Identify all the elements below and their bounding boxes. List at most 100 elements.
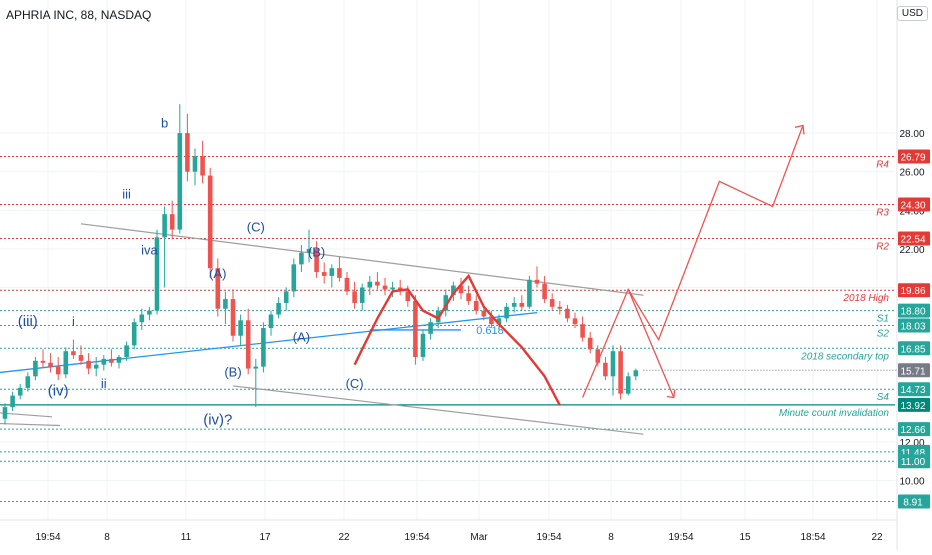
price-tag <box>898 318 930 333</box>
wave-label: (iv)? <box>203 412 232 429</box>
price-tag-label: 18.80 <box>900 307 925 318</box>
y-tick-label: 26.00 <box>899 168 924 179</box>
wave-label: (B) <box>308 245 325 260</box>
x-tick-label: 19:54 <box>35 532 60 543</box>
candle-body <box>291 264 297 292</box>
candle-body <box>131 322 137 346</box>
candle-body <box>116 356 122 363</box>
wave-label: i <box>72 314 75 329</box>
candle-body <box>63 351 69 375</box>
candle-body <box>625 376 631 394</box>
candle-body <box>185 133 190 172</box>
price-tag <box>898 231 930 246</box>
level-label: 2018 High <box>842 293 889 304</box>
level-label: S4 <box>877 392 890 403</box>
candle-body <box>314 248 319 273</box>
candle-body <box>223 299 228 309</box>
currency-button[interactable]: USD <box>896 6 928 21</box>
candle-body <box>238 320 243 336</box>
price-tag <box>898 422 930 437</box>
level-label: S2 <box>877 329 890 340</box>
candle-body <box>458 285 464 294</box>
price-tag-label: 19.86 <box>900 286 925 297</box>
channel-upper-line <box>80 223 644 296</box>
candle-body <box>473 301 479 311</box>
candle-body <box>139 314 145 323</box>
x-tick-label: 17 <box>259 532 271 543</box>
candle-body <box>587 337 593 350</box>
candle-body <box>443 295 449 311</box>
wave-label: (B) <box>224 364 241 379</box>
wave-label: iii <box>122 187 131 202</box>
y-tick-label: 28.00 <box>899 129 924 140</box>
candle-body <box>595 349 601 363</box>
candle-body <box>367 281 373 288</box>
x-tick-label: 19:54 <box>668 532 693 543</box>
candle-body <box>55 366 61 375</box>
candle-body <box>557 306 563 309</box>
candle-body <box>534 279 540 284</box>
x-tick-label: 18:54 <box>800 532 825 543</box>
candle-body <box>580 324 585 338</box>
candle-body <box>245 320 251 369</box>
price-tag-label: 14.73 <box>900 385 925 396</box>
candle-body <box>496 318 502 325</box>
x-tick-label: Mar <box>470 532 488 543</box>
last-price-tag <box>898 363 930 378</box>
level-label: 2018 secondary top <box>800 351 889 362</box>
x-tick-label: 8 <box>104 532 110 543</box>
level-label: Minute count invalidation <box>779 408 890 419</box>
candle-body <box>481 310 487 317</box>
candle-body <box>200 156 205 176</box>
level-label: S1 <box>877 314 889 325</box>
x-tick-label: 11 <box>181 532 192 543</box>
candle-body <box>101 358 107 365</box>
candle-body <box>48 362 53 367</box>
candle-body <box>420 333 426 357</box>
y-tick-label: 10.00 <box>899 477 924 488</box>
candle-body <box>321 272 327 276</box>
price-tag-label: 11.48 <box>901 448 926 459</box>
candle-body <box>466 293 471 302</box>
level-label: R4 <box>876 159 889 170</box>
candle-body <box>405 291 411 302</box>
price-tag-label: 24.30 <box>900 201 925 212</box>
price-tag-label: 22.54 <box>900 234 925 245</box>
candle-body <box>192 156 198 172</box>
x-tick-label: 8 <box>608 532 614 543</box>
candle-body <box>413 301 418 357</box>
candle-body <box>207 175 213 269</box>
candle-body <box>375 281 380 286</box>
candle-body <box>154 237 160 311</box>
wave-label: (A) <box>293 330 310 345</box>
y-tick-label: 12.00 <box>899 438 924 449</box>
price-tag <box>898 382 930 397</box>
price-tag-label: 18.03 <box>900 322 925 333</box>
x-tick-label: 19:54 <box>404 532 429 543</box>
candle-body <box>352 291 357 303</box>
candle-body <box>2 407 8 419</box>
candle-body <box>147 310 152 315</box>
fib-label: 0.618 <box>476 325 504 337</box>
x-tick-label: 22 <box>338 532 350 543</box>
price-tag-label: 12.66 <box>900 425 925 436</box>
price-tag-label: 13.92 <box>900 401 925 412</box>
candle-body <box>25 376 31 388</box>
arrowhead-up <box>794 124 805 135</box>
candle-body <box>504 306 509 319</box>
candle-body <box>177 133 183 230</box>
projection-down-path <box>627 289 675 398</box>
candle-body <box>299 252 304 265</box>
candle-body <box>215 268 221 309</box>
candle-body <box>10 395 15 408</box>
candle-body <box>451 285 456 296</box>
candle-body <box>71 351 76 356</box>
price-tag <box>898 341 930 356</box>
wave-label: (iv) <box>48 383 69 400</box>
channel-lower-line-left <box>0 412 53 418</box>
price-tag <box>898 397 930 412</box>
price-tag <box>898 283 930 298</box>
candle-body <box>359 287 365 303</box>
